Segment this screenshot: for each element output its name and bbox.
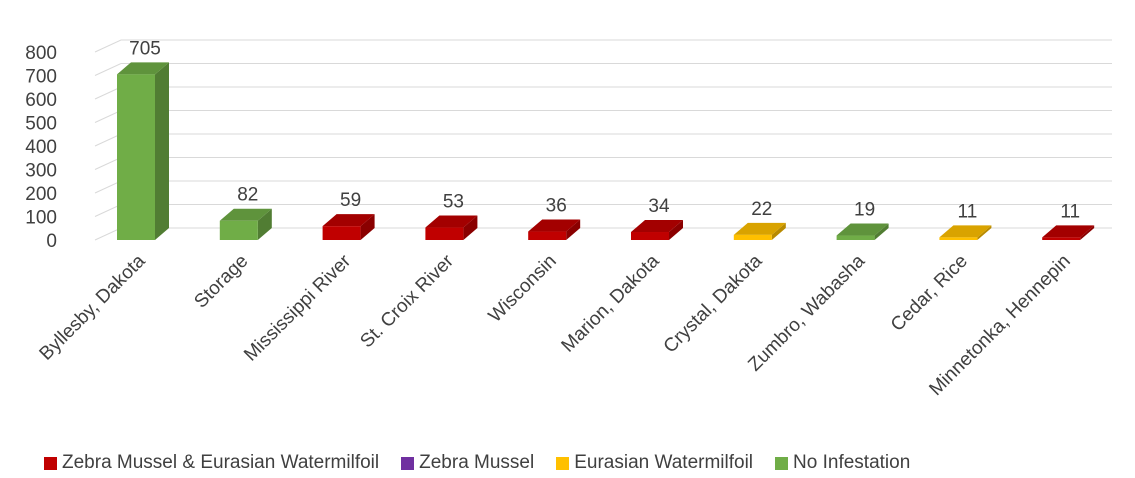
gridline bbox=[94, 157, 1112, 170]
bar-front bbox=[528, 231, 567, 240]
legend-swatch bbox=[401, 456, 415, 470]
y-tick-label: 200 bbox=[25, 184, 57, 205]
bar-front bbox=[836, 235, 875, 240]
bar-side bbox=[771, 222, 786, 240]
data-label: 11 bbox=[958, 201, 978, 222]
bar bbox=[219, 208, 272, 240]
legend-label: Zebra Mussel bbox=[419, 452, 535, 473]
bar-side bbox=[360, 214, 375, 240]
bars bbox=[117, 62, 1095, 241]
bar-front bbox=[322, 226, 361, 240]
y-tick-label: 600 bbox=[25, 90, 57, 111]
bar-top bbox=[836, 223, 889, 236]
bar-top bbox=[425, 215, 478, 228]
bar-front bbox=[425, 227, 464, 240]
bar-front bbox=[733, 234, 772, 240]
bar-side bbox=[669, 220, 683, 240]
category-label: Mississippi River bbox=[240, 250, 355, 365]
y-tick-label: 300 bbox=[25, 161, 57, 182]
y-tick-label: 500 bbox=[25, 114, 57, 135]
gridline bbox=[94, 63, 1112, 76]
legend-label: Eurasian Watermilfoil bbox=[574, 452, 754, 473]
y-tick-label: 100 bbox=[25, 208, 57, 229]
bar-top bbox=[219, 208, 272, 221]
data-label: 36 bbox=[546, 196, 567, 217]
y-tick-label: 0 bbox=[46, 231, 57, 252]
legend-swatch bbox=[775, 456, 789, 470]
bar bbox=[939, 225, 992, 240]
y-tick-label: 800 bbox=[25, 43, 57, 64]
bar bbox=[528, 219, 581, 240]
bar bbox=[322, 214, 375, 240]
gridline bbox=[94, 133, 1112, 147]
y-tick-label: 700 bbox=[25, 67, 57, 88]
data-label: 59 bbox=[340, 190, 361, 211]
category-label: Byllesby, Dakota bbox=[36, 250, 150, 364]
category-label: Marion, Dakota bbox=[558, 250, 664, 356]
category-label: St. Croix River bbox=[356, 250, 458, 352]
bar bbox=[631, 220, 683, 240]
bar-side bbox=[155, 62, 169, 241]
bar-top bbox=[117, 62, 169, 75]
data-label: 11 bbox=[1060, 201, 1080, 222]
bar bbox=[733, 222, 786, 240]
legend-label: No Infestation bbox=[793, 452, 911, 473]
bar-top bbox=[528, 219, 581, 232]
data-label: 82 bbox=[237, 185, 258, 206]
bar-side bbox=[463, 215, 478, 240]
legend: Zebra Mussel & Eurasian Watermilfoil Zebr… bbox=[44, 452, 932, 474]
bar-top bbox=[322, 214, 375, 227]
category-label: Crystal, Dakota bbox=[660, 250, 767, 357]
bar-front bbox=[219, 220, 258, 240]
category-label: Zumbro, Wabasha bbox=[744, 250, 869, 375]
legend-label: Zebra Mussel & Eurasian Watermilfoil bbox=[62, 452, 380, 473]
data-label: 22 bbox=[751, 199, 772, 220]
legend-swatch bbox=[44, 456, 57, 470]
bar-side bbox=[874, 223, 889, 240]
data-label: 705 bbox=[129, 38, 161, 59]
bar-top bbox=[631, 220, 683, 233]
gridline bbox=[94, 110, 1112, 123]
data-label: 19 bbox=[854, 200, 875, 221]
bar-top bbox=[939, 225, 992, 238]
bar bbox=[117, 62, 169, 241]
category-label: Cedar, Rice bbox=[887, 251, 972, 336]
bar bbox=[425, 215, 478, 240]
bar-top bbox=[1042, 225, 1095, 238]
bar-side bbox=[566, 219, 581, 240]
bar-side bbox=[977, 225, 992, 240]
gridline bbox=[94, 86, 1112, 100]
gridline bbox=[94, 39, 1112, 53]
y-tick-label: 400 bbox=[25, 137, 57, 158]
bar-front bbox=[631, 232, 669, 240]
bar-side bbox=[257, 208, 272, 240]
bar-top bbox=[733, 222, 786, 235]
data-labels: 705 82 59 53 36 34 22 19 11 11 bbox=[129, 38, 1080, 222]
legend-swatch bbox=[556, 456, 570, 470]
bar-side bbox=[1080, 225, 1095, 240]
category-label: Wisconsin bbox=[485, 251, 561, 327]
legend-item: Zebra Mussel & Eurasian Watermilfoil bbox=[44, 452, 379, 474]
data-label: 53 bbox=[443, 192, 464, 213]
category-label: Storage bbox=[190, 251, 252, 313]
bar bbox=[836, 223, 889, 240]
legend-item: No Infestation bbox=[775, 452, 910, 474]
legend-item: Eurasian Watermilfoil bbox=[556, 452, 753, 474]
bar-front bbox=[117, 74, 155, 240]
bar-front bbox=[1042, 237, 1081, 240]
legend-item: Zebra Mussel bbox=[401, 452, 534, 474]
data-label: 34 bbox=[648, 196, 670, 217]
bar-front bbox=[939, 237, 978, 240]
bar bbox=[1042, 225, 1095, 240]
